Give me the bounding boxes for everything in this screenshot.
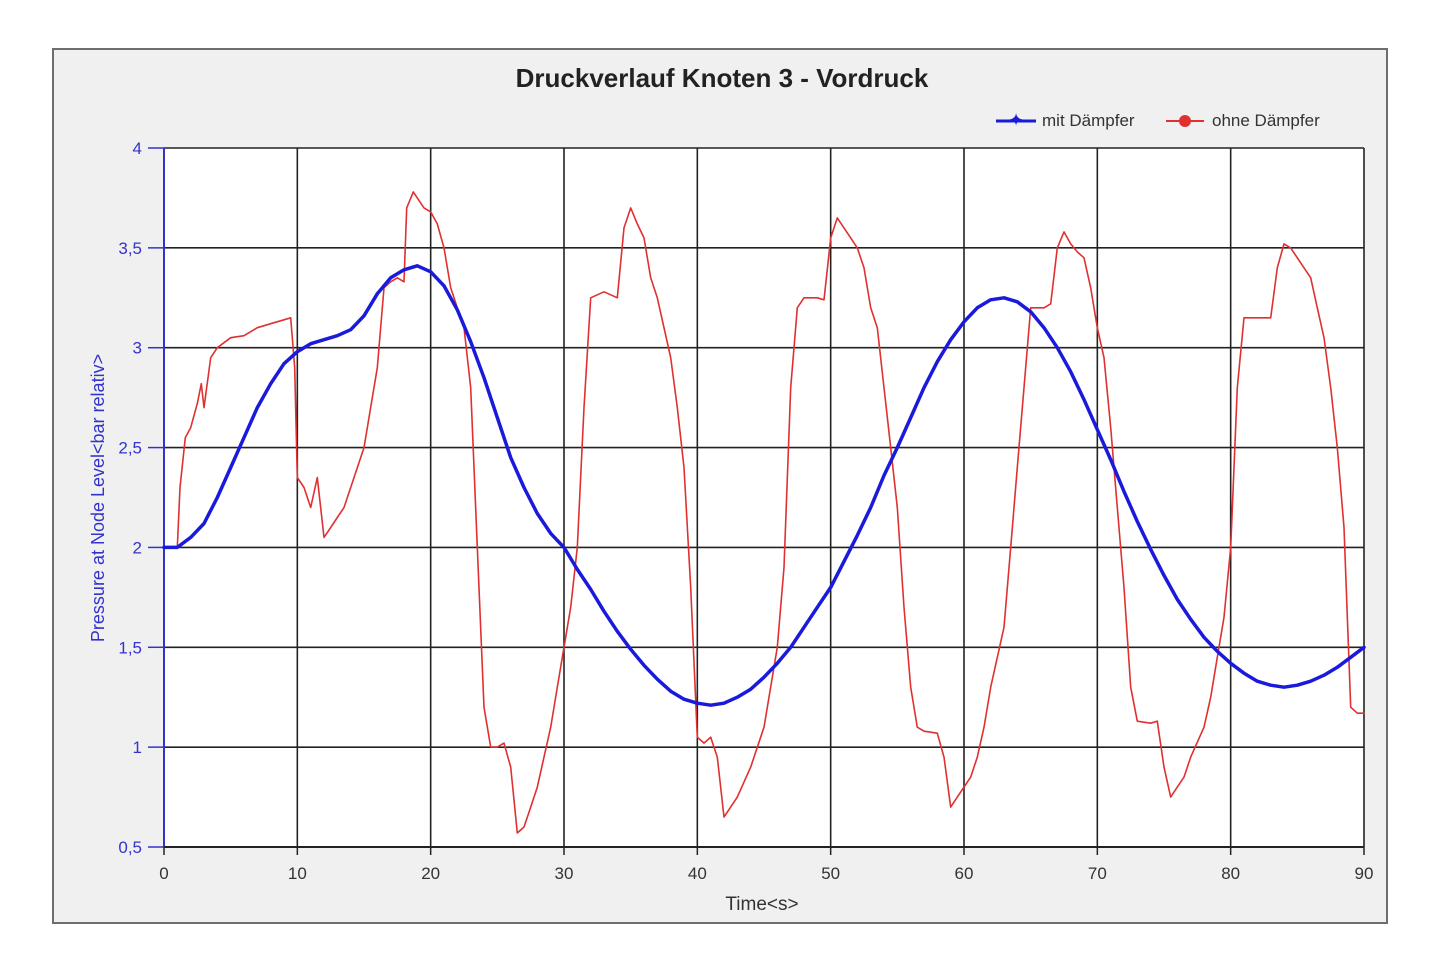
y-tick-label: 3 [133, 339, 142, 358]
legend: ✦ mit Dämpfer ohne Dämpfer [996, 110, 1320, 130]
series-line-mit-daempfer [162, 264, 1366, 707]
y-tick-label: 1 [133, 738, 142, 757]
x-axis-label: Time<s> [725, 894, 798, 915]
axes [148, 147, 1365, 855]
y-tick-label: 0,5 [118, 838, 142, 857]
y-tick-label: 2,5 [118, 439, 142, 458]
y-tick-label: 2 [133, 538, 142, 557]
legend-item-ohne-daempfer: ohne Dämpfer [1166, 111, 1320, 130]
legend-label-mit-daempfer: mit Dämpfer [1042, 111, 1135, 130]
x-tick-label: 80 [1221, 864, 1240, 883]
y-tick-label: 4 [133, 139, 142, 158]
plot-area [164, 148, 1364, 847]
legend-item-mit-daempfer: ✦ mit Dämpfer [996, 110, 1135, 130]
legend-label-ohne-daempfer: ohne Dämpfer [1212, 111, 1320, 130]
x-tick-label: 40 [688, 864, 707, 883]
y-tick-label: 1,5 [118, 638, 142, 657]
x-tick-label: 70 [1088, 864, 1107, 883]
x-tick-label: 60 [955, 864, 974, 883]
x-tick-label: 10 [288, 864, 307, 883]
x-tick-label: 20 [421, 864, 440, 883]
x-tick-labels: 0 10 20 30 40 50 60 70 80 90 [159, 864, 1373, 883]
series-line-ohne-daempfer [163, 191, 1365, 834]
x-tick-label: 50 [821, 864, 840, 883]
y-tick-label: 3,5 [118, 239, 142, 258]
legend-marker-mit: ✦ [1008, 110, 1023, 130]
chart-title: Druckverlauf Knoten 3 - Vordruck [516, 63, 929, 93]
legend-marker-ohne [1179, 115, 1191, 127]
y-tick-labels: 0,5 1 1,5 2 2,5 3 3,5 4 [118, 139, 142, 857]
x-tick-label: 0 [159, 864, 168, 883]
x-tick-label: 30 [555, 864, 574, 883]
x-tick-label: 90 [1355, 864, 1374, 883]
grid [164, 147, 1365, 847]
line-chart: Druckverlauf Knoten 3 - Vordruck ✦ mit D… [88, 63, 1373, 915]
y-axis-label: Pressure at Node Level<bar relativ> [88, 354, 108, 642]
series-lines [162, 191, 1366, 834]
chart-frame: Druckverlauf Knoten 3 - Vordruck ✦ mit D… [52, 48, 1388, 924]
